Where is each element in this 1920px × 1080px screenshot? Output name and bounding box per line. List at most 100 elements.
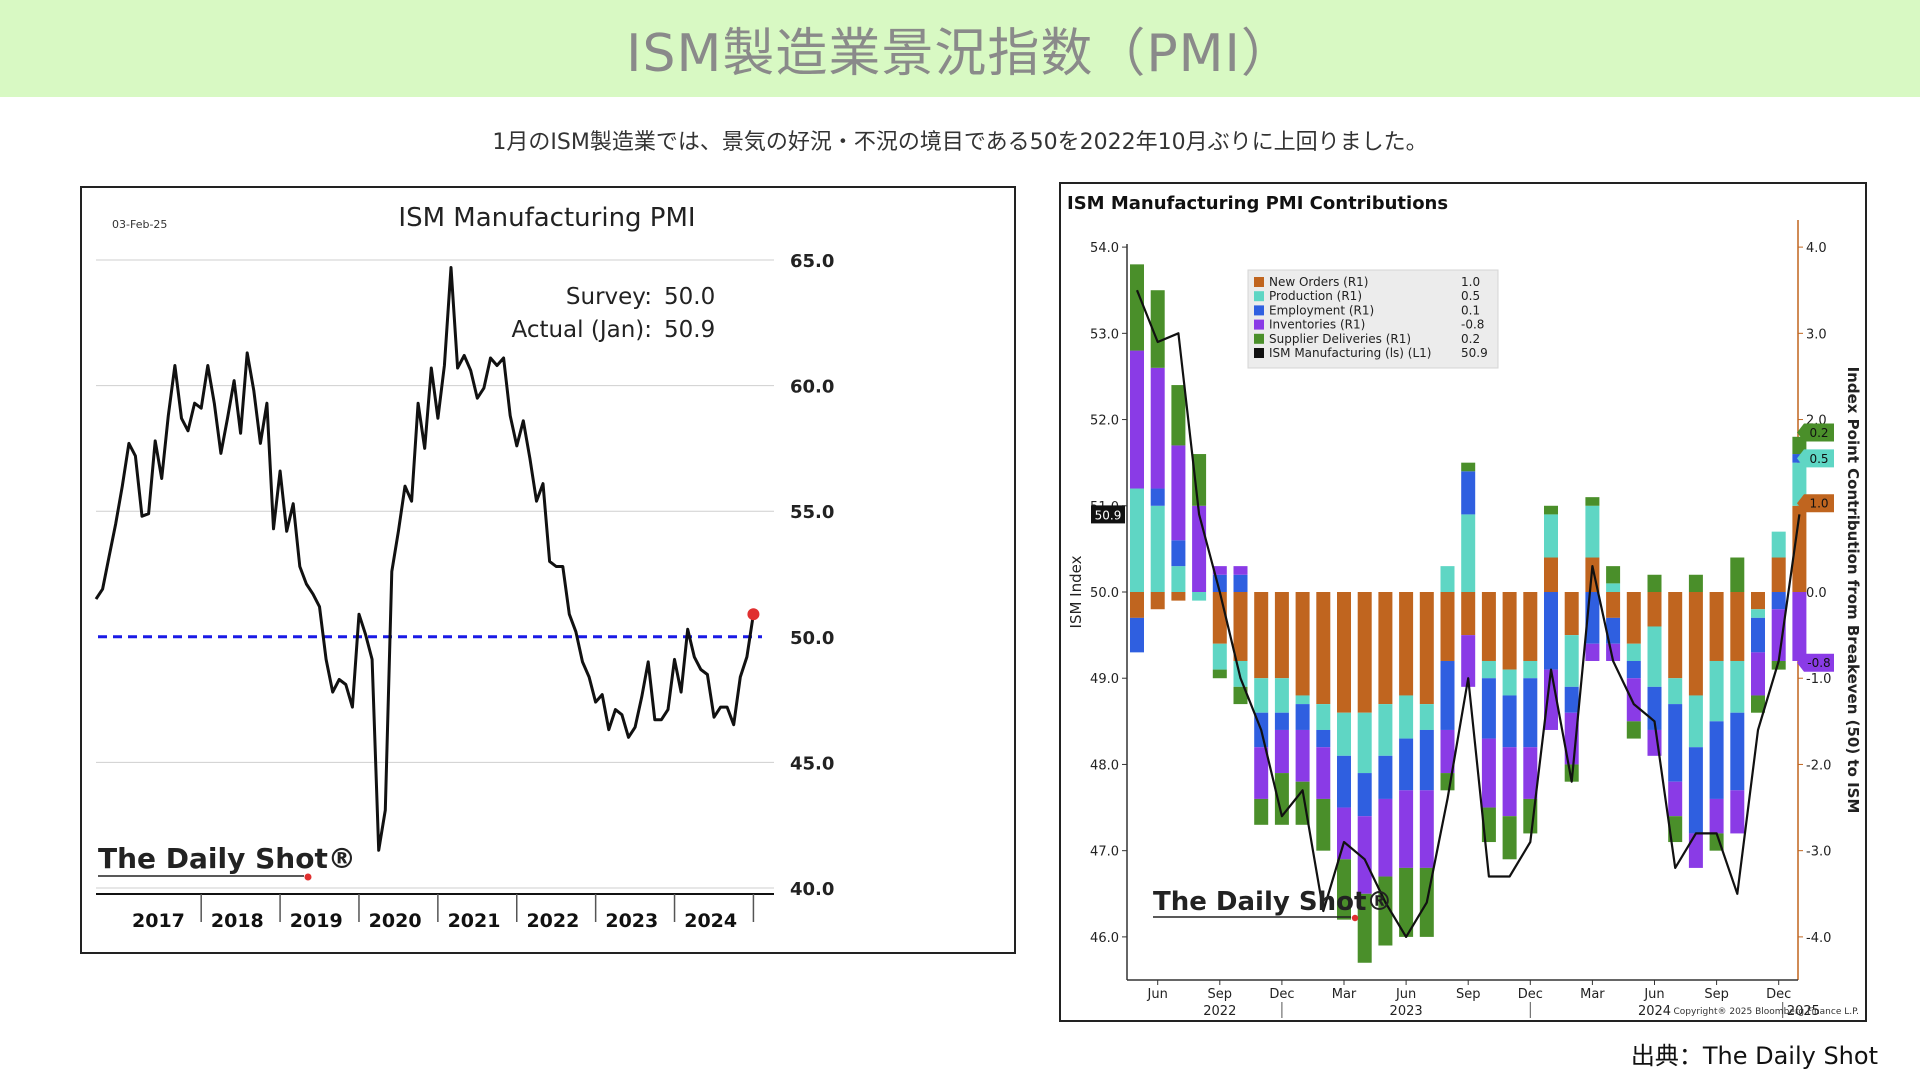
stacked-bar-segment — [1337, 859, 1351, 920]
stacked-bar-segment — [1316, 704, 1331, 730]
stacked-bar-segment — [1233, 592, 1248, 661]
survey-label: Survey: — [566, 284, 652, 310]
legend-box — [1247, 269, 1499, 369]
stacked-bar-segment — [1461, 592, 1476, 636]
stacked-bar-segment — [1171, 566, 1186, 592]
y-tick-label: 40.0 — [790, 879, 834, 900]
y-tick-label: 45.0 — [790, 753, 834, 774]
legend-label: Employment (R1) — [1269, 303, 1374, 317]
x-tick-label: Sep — [1704, 987, 1729, 1002]
left-tick-label: 46.0 — [1090, 931, 1119, 946]
stacked-bar-segment — [1564, 592, 1579, 636]
right-axis-tag-box — [1797, 494, 1834, 513]
right-tick-label: -4.0 — [1806, 931, 1831, 946]
x-tick-label: Dec — [1766, 987, 1791, 1002]
stacked-bar-segment — [1171, 385, 1186, 446]
left-tick-label: 49.0 — [1090, 672, 1119, 687]
stacked-bar-segment — [1461, 635, 1476, 687]
legend-label: ISM Manufacturing (ls) (L1) — [1269, 346, 1431, 360]
watermark: The Daily Shot® — [98, 842, 356, 875]
stacked-bar-segment — [1440, 592, 1455, 661]
stacked-bar-segment — [1337, 592, 1351, 713]
stacked-bar-segment — [1585, 505, 1600, 558]
stacked-bar-segment — [1150, 290, 1165, 368]
left-tick-label: 47.0 — [1090, 845, 1119, 860]
stacked-bar-segment — [1709, 660, 1724, 722]
stacked-bar-segment — [1316, 747, 1331, 799]
stacked-bar-segment — [1481, 592, 1496, 661]
right-tick-label: -1.0 — [1806, 672, 1831, 687]
legend-swatch — [1254, 305, 1264, 316]
stacked-bar-segment — [1730, 790, 1745, 834]
stacked-bar-segment — [1523, 592, 1538, 661]
stacked-bar-segment — [1668, 678, 1683, 705]
pmi-contributions-chart-panel: ISM Manufacturing PMI Contributions 54.0 5… — [1059, 182, 1867, 1022]
actual-label: Actual (Jan): — [511, 317, 652, 343]
stacked-bar-segment — [1150, 592, 1165, 610]
legend-swatch — [1254, 319, 1264, 330]
stacked-bar-segment — [1606, 617, 1621, 644]
left-axis-title: ISM Index — [1067, 555, 1085, 628]
stacked-bar-segment — [1171, 445, 1186, 541]
stacked-bar-segment — [1730, 660, 1745, 713]
stacked-bar-segment — [1419, 704, 1434, 730]
x-tick-label: Mar — [1580, 987, 1605, 1002]
stacked-bar-segment — [1585, 643, 1600, 661]
stacked-bar-segment — [1399, 867, 1414, 937]
stacked-bar-segment — [1730, 712, 1745, 791]
left-tick-label: 53.0 — [1090, 327, 1119, 342]
stacked-bar-segment — [1688, 574, 1703, 592]
survey-value: 50.0 — [664, 284, 715, 310]
stacked-bar-segment — [1564, 635, 1579, 687]
page-subtitle: 1月のISM製造業では、景気の好況・不況の境目である50を2022年10月ぶりに… — [492, 130, 1428, 155]
stacked-bar-segment — [1378, 704, 1393, 756]
stacked-bar-segment — [1606, 592, 1621, 618]
stacked-bar-segment — [1295, 592, 1310, 696]
stacked-bar-segment — [1502, 695, 1517, 748]
stacked-bar-segment — [1688, 695, 1703, 748]
stacked-bar-segment — [1771, 660, 1786, 670]
page-title: ISM製造業景況指数（PMI） — [626, 24, 1294, 84]
y-tick-label: 60.0 — [790, 377, 834, 398]
legend-swatch — [1254, 277, 1264, 287]
right-axis-tag: 1.0 — [1809, 497, 1828, 511]
actual-value: 50.9 — [664, 317, 715, 343]
legend-label: Inventories (R1) — [1269, 318, 1365, 332]
latest-point-marker — [747, 608, 760, 621]
stacked-bar-segment — [1709, 592, 1724, 661]
stacked-bar-segment — [1212, 669, 1227, 679]
stacked-bar-segment — [1233, 686, 1248, 705]
stacked-bar-segment — [1771, 609, 1786, 661]
x-tick-label: 2018 — [211, 910, 264, 932]
stacked-bar-segment — [1399, 738, 1414, 791]
watermark-dot — [304, 873, 312, 881]
x-tick-label: Sep — [1456, 987, 1481, 1002]
stacked-bar-segment — [1730, 557, 1745, 592]
stacked-bar-segment — [1771, 531, 1786, 558]
x-tick-label: Dec — [1518, 987, 1543, 1002]
stacked-bar-segment — [1751, 609, 1765, 618]
stacked-bar-segment — [1130, 488, 1144, 592]
chart-title: ISM Manufacturing PMI Contributions — [1067, 193, 1448, 214]
right-axis-tag: 0.5 — [1809, 452, 1828, 466]
legend-value: 0.5 — [1461, 289, 1480, 303]
stacked-bar-segment — [1130, 350, 1144, 489]
stacked-bar-segment — [1274, 712, 1289, 730]
y-tick-label: 65.0 — [790, 251, 834, 272]
stacked-bar-segment — [1688, 592, 1703, 696]
stacked-bar-segment — [1378, 755, 1393, 799]
stacked-bar-segment — [1668, 781, 1683, 817]
x-tick-label: 2021 — [448, 910, 501, 932]
legend: New Orders (R1) 1.0 Production (R1) 0.5 Empl… — [1247, 269, 1499, 369]
right-axis-title: Index Point Contribution from Breakeven … — [1844, 367, 1862, 814]
title-bar: ISM製造業景況指数（PMI） — [0, 0, 1920, 97]
stacked-bar-segment — [1730, 592, 1745, 661]
stacked-bar-segment — [1481, 660, 1496, 679]
x-tick-label: Sep — [1208, 987, 1233, 1002]
stacked-bar-segment — [1316, 729, 1331, 748]
pmi-line-chart: 03-Feb-25 ISM Manufacturing PMI 65.0 60.0 55… — [94, 203, 834, 932]
stacked-bar-segment — [1544, 505, 1558, 515]
left-tick-label: 50.0 — [1090, 586, 1119, 601]
stacked-bar-segment — [1751, 695, 1765, 713]
legend-label: Production (R1) — [1269, 289, 1362, 303]
